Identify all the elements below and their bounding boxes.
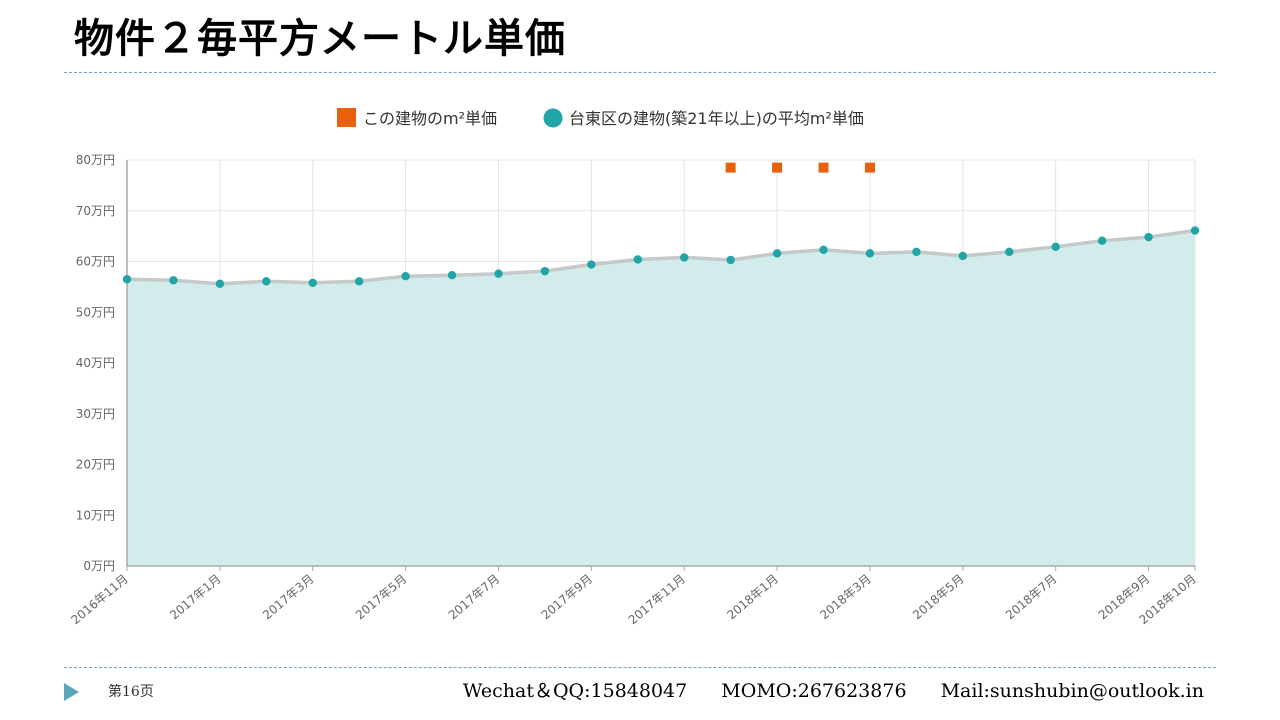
area-series-point [912, 247, 921, 257]
x-tick-label: 2017年3月 [260, 572, 317, 623]
legend-swatch-building [337, 108, 356, 127]
x-tick-label: 2018年1月 [724, 572, 781, 623]
contact-wechat: Wechat＆QQ:15848047 [462, 680, 688, 702]
chart-axes [126, 160, 1196, 571]
chart-legend: この建物のm²単価 台東区の建物(築21年以上)の平均m²単価 [337, 108, 864, 128]
x-tick-label: 2018年3月 [817, 572, 874, 623]
play-arrow-icon [64, 683, 79, 701]
price-chart: この建物のm²単価 台東区の建物(築21年以上)の平均m²単価 0万円 10万円 20… [68, 108, 1200, 628]
area-series-point [354, 277, 364, 286]
x-tick-label: 2018年5月 [910, 572, 967, 623]
area-series-point [1144, 232, 1153, 242]
x-tick-label: 2017年9月 [539, 572, 596, 623]
area-series-line [126, 228, 1196, 286]
y-tick-label: 50万円 [76, 305, 115, 319]
building-series-point [864, 162, 875, 173]
y-axis-labels: 0万円 10万円 20万円 30万円 40万円 50万円 60万円 70万円 80万円 [76, 153, 115, 573]
area-fill [127, 230, 1195, 566]
x-axis-labels: 2016年11月 2017年1月 2017年3月 2017年5月 2017年7月 2017… [68, 572, 1198, 628]
area-series-point [772, 249, 782, 258]
chart-marks [122, 162, 1200, 289]
area-series-point [1005, 247, 1014, 257]
title-divider [64, 72, 1216, 73]
area-series-point [865, 249, 875, 258]
area-series-point [447, 271, 457, 280]
building-series-point [772, 162, 783, 173]
y-tick-label: 0万円 [83, 559, 115, 573]
area-series-point [958, 251, 968, 261]
y-tick-label: 20万円 [76, 458, 115, 472]
chart-area [126, 228, 1196, 566]
x-tick-label: 2016年11月 [68, 572, 130, 628]
x-tick-label: 2017年1月 [167, 572, 224, 623]
legend-label-area: 台東区の建物(築21年以上)の平均m²単価 [569, 109, 864, 128]
legend-swatch-area [543, 108, 563, 128]
y-tick-label: 30万円 [76, 407, 115, 421]
area-series-point [680, 253, 689, 262]
area-series-point [215, 279, 225, 289]
page-number: 第16页 [108, 684, 154, 700]
page-title: 物件２毎平方メートル単価 [74, 15, 566, 62]
contact-momo: MOMO:267623876 [721, 680, 907, 702]
area-series-point [540, 266, 550, 276]
building-series-point [818, 162, 829, 173]
area-series-point [401, 272, 410, 281]
contact-info: Wechat＆QQ:15848047 MOMO:267623876 Mail:s… [463, 676, 1204, 703]
area-series-point [726, 255, 735, 265]
legend-label-building: この建物のm²単価 [363, 109, 497, 128]
area-series-point [819, 245, 828, 255]
area-series-point [633, 255, 642, 264]
building-series-point [725, 162, 736, 173]
area-series-point [1051, 242, 1060, 251]
area-series-point [262, 277, 271, 286]
area-series-point [122, 275, 132, 284]
y-tick-label: 60万円 [76, 255, 115, 269]
area-series-point [587, 260, 596, 269]
footer-divider [64, 667, 1216, 668]
contact-mail: Mail:sunshubin@outlook.in [940, 680, 1204, 702]
area-series-point [494, 269, 503, 278]
y-tick-label: 70万円 [76, 204, 115, 218]
area-series-point [169, 276, 178, 285]
area-series-point [1190, 226, 1200, 235]
y-tick-label: 80万円 [76, 153, 115, 167]
y-tick-label: 10万円 [76, 508, 115, 522]
area-series-point [1097, 236, 1107, 245]
x-tick-label: 2017年11月 [626, 572, 688, 628]
x-tick-label: 2017年5月 [353, 572, 410, 623]
y-tick-label: 40万円 [76, 356, 115, 370]
x-tick-label: 2017年7月 [446, 572, 503, 623]
x-tick-label: 2018年7月 [1003, 572, 1060, 623]
area-series-point [308, 278, 317, 288]
